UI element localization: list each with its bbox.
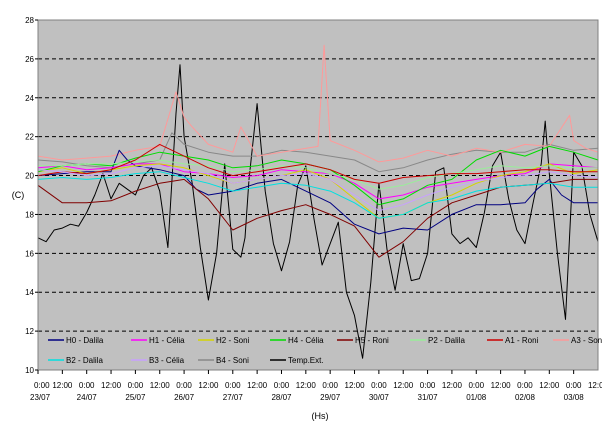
x-time-label: 0:00 <box>79 381 95 390</box>
x-time-label: 0:00 <box>322 381 338 390</box>
legend-item: P2 - Dalila <box>410 336 465 345</box>
y-tick-label: 10 <box>25 366 34 375</box>
legend-item: H5 - Roni <box>337 336 389 345</box>
x-date-label: 31/07 <box>418 393 439 402</box>
y-tick-label: 20 <box>25 172 34 181</box>
x-date-label: 27/07 <box>223 393 244 402</box>
plot-area <box>38 20 598 370</box>
legend-item: H4 - Célia <box>270 336 324 345</box>
series-line-b2-dalila <box>37 171 598 219</box>
x-time-label: 12:00 <box>539 381 560 390</box>
x-date-label: 24/07 <box>77 393 98 402</box>
legend-item: H2 - Soni <box>198 336 250 345</box>
legend-item: B4 - Soni <box>198 356 249 365</box>
x-time-label: 12:00 <box>101 381 122 390</box>
legend-item: A3 - Soni <box>553 336 602 345</box>
x-axis-label: (Hs) <box>312 411 329 421</box>
x-date-label: 02/08 <box>515 393 536 402</box>
legend-item: B2 - Dalila <box>48 356 103 365</box>
legend-label: Temp.Ext. <box>288 356 324 365</box>
x-date-label: 26/07 <box>174 393 195 402</box>
x-time-label: 12:00 <box>491 381 512 390</box>
x-date-label: 29/07 <box>320 393 341 402</box>
legend-item: H1 - Célia <box>131 336 185 345</box>
x-time-label: 0:00 <box>371 381 387 390</box>
legend-label: B4 - Soni <box>216 356 249 365</box>
legend-label: H5 - Roni <box>355 336 389 345</box>
y-tick-label: 16 <box>25 249 34 258</box>
x-time-label: 12:00 <box>247 381 268 390</box>
legend-label: A3 - Soni <box>571 336 602 345</box>
x-axis: 0:00 12:00 0:00 12:00 0:00 12:00 0:00 12:00 0:00… <box>30 370 602 402</box>
y-tick-label: 26 <box>25 55 34 64</box>
series-line-temp-ext- <box>37 64 599 359</box>
legend-label: H4 - Célia <box>288 336 324 345</box>
x-time-label: 12:00 <box>52 381 73 390</box>
y-tick-label: 24 <box>25 94 34 103</box>
series-line-h2-soni <box>37 163 599 219</box>
series-line-a1-roni <box>37 143 598 184</box>
x-time-label: 0:00 <box>225 381 241 390</box>
x-date-label: 28/07 <box>271 393 292 402</box>
x-date-label: 25/07 <box>125 393 146 402</box>
x-time-label: 0:00 <box>34 381 50 390</box>
legend-item: A1 - Roni <box>487 336 539 345</box>
x-date-label: 03/08 <box>564 393 585 402</box>
x-time-label: 12:00 <box>198 381 219 390</box>
legend-item: B3 - Célia <box>131 356 185 365</box>
x-time-label: 0:00 <box>420 381 436 390</box>
legend-label: A1 - Roni <box>505 336 539 345</box>
series-lines <box>37 44 599 359</box>
legend-label: H2 - Soni <box>216 336 250 345</box>
legend-label: H0 - Dalila <box>66 336 104 345</box>
x-time-label: 12:00 <box>393 381 414 390</box>
series-line-b3-c-lia <box>37 165 599 212</box>
x-time-label: 0:00 <box>468 381 484 390</box>
legend-item: Temp.Ext. <box>270 356 324 365</box>
x-time-label: 12:00 <box>296 381 317 390</box>
x-date-label: 01/08 <box>466 393 487 402</box>
y-tick-label: 12 <box>25 327 34 336</box>
x-time-label: 12:00 <box>442 381 463 390</box>
y-axis-label: (C) <box>12 190 25 200</box>
x-time-label: 12:00 <box>588 381 602 390</box>
y-axis: 10 12 14 16 18 20 22 24 26 28 <box>25 16 38 375</box>
y-tick-label: 18 <box>25 210 34 219</box>
grid-lines <box>38 58 598 332</box>
x-date-label: 23/07 <box>30 393 51 402</box>
x-time-label: 12:00 <box>345 381 366 390</box>
legend-label: P2 - Dalila <box>428 336 465 345</box>
y-tick-label: 14 <box>25 288 34 297</box>
y-tick-label: 28 <box>25 16 34 25</box>
plot-border <box>37 19 599 371</box>
legend-label: B2 - Dalila <box>66 356 103 365</box>
x-time-label: 0:00 <box>274 381 290 390</box>
legend-label: H1 - Célia <box>149 336 185 345</box>
x-time-label: 0:00 <box>566 381 582 390</box>
legend: H0 - Dalila H1 - Célia H2 - Soni H4 - Célia… <box>48 336 602 365</box>
series-line-p2-dalila <box>38 159 598 190</box>
x-time-label: 0:00 <box>517 381 533 390</box>
series-line-h0-dalila <box>37 149 598 235</box>
legend-label: B3 - Célia <box>149 356 185 365</box>
x-date-label: 30/07 <box>369 393 390 402</box>
x-time-label: 0:00 <box>176 381 192 390</box>
x-time-label: 0:00 <box>128 381 144 390</box>
y-tick-label: 22 <box>25 133 34 142</box>
x-time-label: 12:00 <box>150 381 171 390</box>
legend-item: H0 - Dalila <box>48 336 104 345</box>
